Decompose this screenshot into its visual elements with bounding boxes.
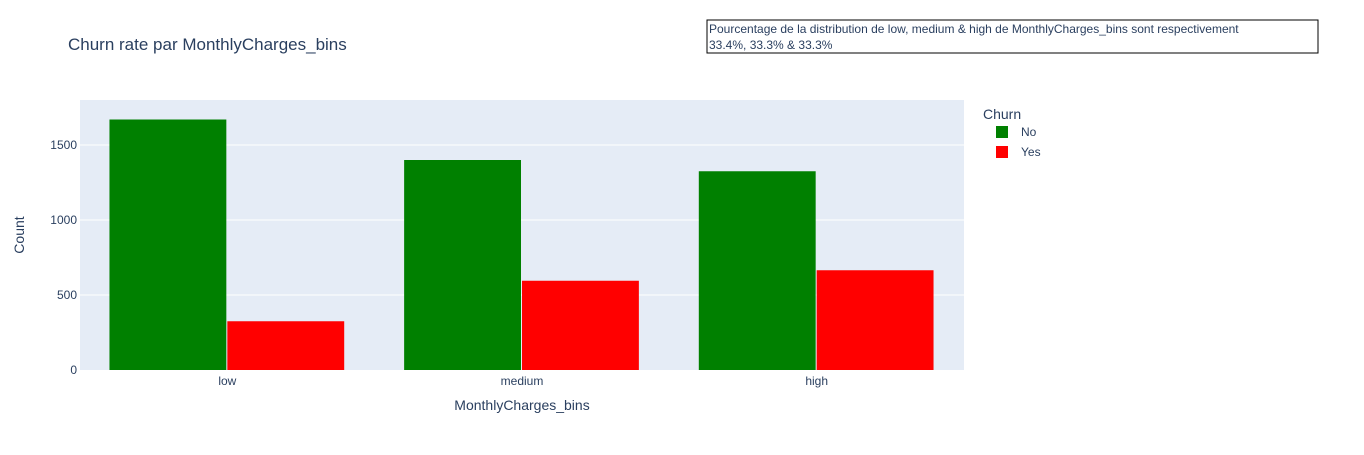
annotation-border xyxy=(706,19,1319,54)
legend-label: Yes xyxy=(1021,145,1041,159)
chart-title: Churn rate par MonthlyCharges_bins xyxy=(68,35,347,54)
bar-no-low xyxy=(109,119,227,370)
legend-swatch xyxy=(996,126,1008,138)
bar-no-medium xyxy=(404,160,521,370)
y-tick-label: 1000 xyxy=(50,213,77,227)
bar-yes-low xyxy=(227,321,345,370)
x-tick-label: high xyxy=(805,374,828,388)
annotation-line-2: 33.4%, 33.3% & 33.3% xyxy=(709,38,833,52)
x-tick-label: low xyxy=(218,374,236,388)
legend-label: No xyxy=(1021,125,1037,139)
y-tick-label: 0 xyxy=(70,363,77,377)
y-tick-label: 1500 xyxy=(50,138,77,152)
x-tick-label: medium xyxy=(501,374,544,388)
annotation-box: Pourcentage de la distribution de low, m… xyxy=(706,19,1319,54)
bar-yes-high xyxy=(816,270,934,370)
annotation-line-1: Pourcentage de la distribution de low, m… xyxy=(709,22,1239,36)
bar-no-high xyxy=(698,171,816,370)
bar-yes-medium xyxy=(522,280,639,370)
y-axis-title: Count xyxy=(11,216,27,253)
legend-title: Churn xyxy=(983,106,1021,122)
legend: Churn No Yes xyxy=(983,106,1041,159)
legend-swatch xyxy=(996,146,1008,158)
x-axis-title: MonthlyCharges_bins xyxy=(454,397,589,413)
y-tick-label: 500 xyxy=(57,288,77,302)
